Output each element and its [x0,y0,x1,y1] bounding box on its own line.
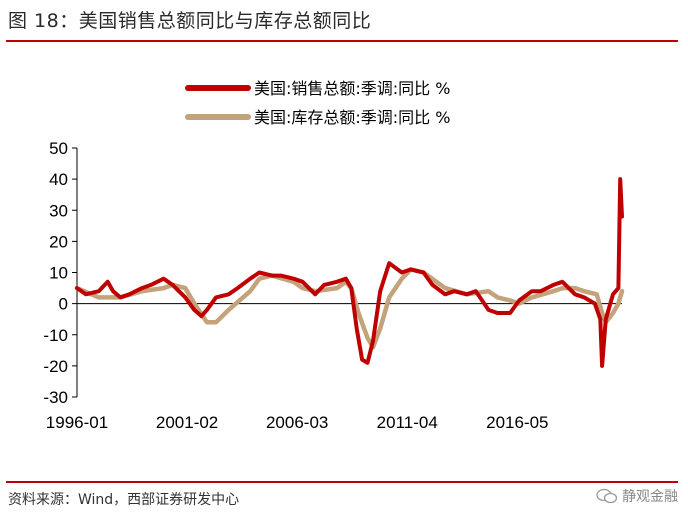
y-tick-label: 0 [59,295,68,314]
x-tick-label: 1996-01 [46,413,108,432]
series-line-sales [75,177,624,368]
watermark-text: 静观金融 [622,489,678,505]
y-tick-label: 30 [49,201,68,220]
line-chart: 美国:销售总额:季调:同比 % 美国:库存总额:季调:同比 % -30 -20 -10… [43,79,625,432]
chart-legend: 美国:销售总额:季调:同比 % 美国:库存总额:季调:同比 % [185,79,450,127]
y-tick-label: -10 [43,326,68,345]
y-tick-label: 50 [49,139,68,158]
chart-series [74,177,625,368]
x-tick-label: 2006-03 [266,413,328,432]
figure-title: 图 18：美国销售总额同比与库存总额同比 [8,10,372,32]
wechat-icon [596,488,618,504]
chart-axes: -30 -20 -10 0 10 20 30 40 50 1996-01 2001-02 2006-0… [43,139,622,432]
y-tick-label: -30 [43,388,68,407]
y-tick-label: 20 [49,232,68,251]
title-divider [6,40,678,42]
x-tick-label: 2011-04 [377,413,438,432]
y-tick-label: 10 [49,264,68,283]
watermark: 静观金融 [596,486,678,506]
x-tick-label: 2001-02 [156,413,218,432]
source-note: 资料来源：Wind，西部证券研发中心 [8,492,240,508]
footer-divider [6,481,678,483]
legend-label: 美国:销售总额:季调:同比 % [254,79,450,98]
y-tick-label: 40 [49,170,68,189]
legend-label: 美国:库存总额:季调:同比 % [254,108,450,127]
y-tick-label: -20 [43,357,68,376]
x-tick-label: 2016-05 [486,413,548,432]
